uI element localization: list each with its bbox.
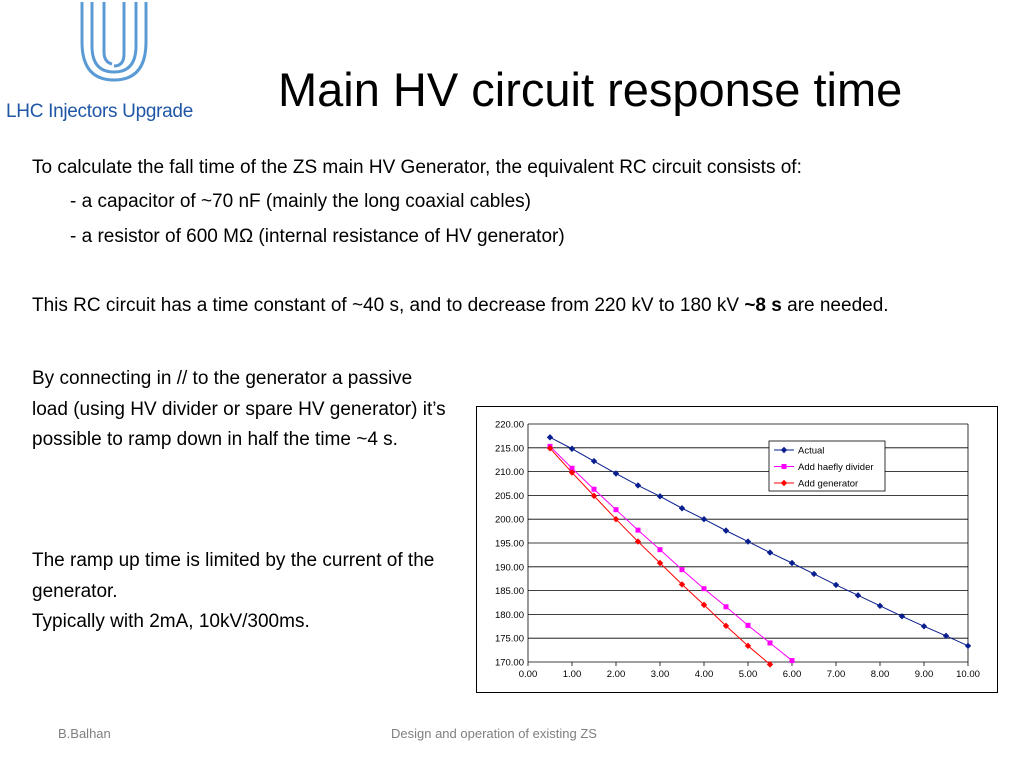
legend-label: Add generator [798, 479, 858, 490]
data-point [789, 658, 795, 664]
voltage-decay-chart: 170.00 175.00 180.00 185.00 190.00 195.00 200.… [476, 406, 998, 693]
data-point [876, 602, 884, 610]
x-tick-label: 2.00 [607, 669, 626, 680]
series-line [549, 447, 771, 665]
data-point [679, 567, 685, 573]
data-point [590, 457, 598, 465]
y-tick-label: 190.00 [495, 562, 524, 573]
data-point [634, 482, 642, 489]
data-point [810, 570, 818, 578]
passive-load-paragraph: By connecting in // to the generator a p… [32, 368, 446, 450]
ramp-up-paragraph: The ramp up time is limited by the curre… [32, 546, 452, 638]
slide-title: Main HV circuit response time [278, 63, 903, 116]
time-constant-text: This RC circuit has a time constant of ~… [32, 295, 745, 316]
y-tick-label: 210.00 [495, 467, 524, 478]
lhc-injectors-upgrade-logo: LHC Injectors Upgrade [6, 2, 226, 127]
logo-text: LHC Injectors Upgrade [6, 101, 193, 122]
data-point [745, 622, 751, 628]
data-point [546, 434, 554, 441]
y-tick-label: 200.00 [495, 515, 524, 526]
data-point [546, 445, 554, 452]
series-line [549, 436, 969, 647]
bullet-capacitor: - a capacitor of ~70 nF (mainly the long… [70, 191, 531, 212]
data-point [942, 632, 950, 640]
lhc-u-logo-icon [80, 2, 148, 82]
series-line [549, 446, 793, 661]
y-tick-label: 195.00 [495, 539, 524, 550]
data-point [722, 527, 730, 534]
data-point [700, 516, 708, 523]
data-point [657, 547, 663, 553]
x-tick-label: 4.00 [695, 669, 714, 680]
chart-svg: 170.00 175.00 180.00 185.00 190.00 195.00 200.… [495, 420, 980, 681]
data-point [568, 445, 576, 452]
x-tick-label: 9.00 [915, 669, 934, 680]
data-point [568, 469, 576, 476]
footer-title: Design and operation of existing ZS [391, 726, 597, 741]
time-constant-paragraph: This RC circuit has a time constant of ~… [32, 292, 992, 319]
ramp-up-line-1: The ramp up time is limited by the curre… [32, 550, 435, 602]
x-tick-label: 5.00 [739, 669, 758, 680]
data-point [569, 465, 575, 471]
x-tick-label: 10.00 [956, 669, 980, 680]
y-tick-label: 170.00 [495, 658, 524, 669]
data-point [964, 642, 972, 650]
data-point [854, 592, 862, 599]
data-point [635, 527, 641, 533]
x-tick-label: 3.00 [651, 669, 670, 680]
data-point [634, 538, 642, 545]
x-tick-label: 6.00 [783, 669, 802, 680]
data-point [590, 492, 598, 500]
data-point [678, 581, 686, 588]
data-point [723, 604, 729, 610]
data-point [920, 623, 928, 630]
data-point [767, 640, 773, 646]
data-point [700, 601, 708, 609]
data-point [701, 586, 707, 592]
data-point [613, 507, 619, 513]
data-point [591, 486, 597, 492]
data-point [656, 493, 664, 500]
x-tick-label: 0.00 [519, 669, 538, 680]
legend-swatch-marker [780, 446, 788, 454]
data-point [612, 470, 620, 477]
y-tick-label: 205.00 [495, 491, 524, 502]
y-tick-label: 185.00 [495, 586, 524, 597]
legend-swatch-marker [780, 479, 788, 487]
ramp-up-line-2: Typically with 2mA, 10kV/300ms. [32, 611, 310, 632]
time-constant-text-end: are needed. [781, 295, 889, 316]
y-tick-label: 220.00 [495, 420, 524, 431]
data-point [766, 661, 774, 668]
data-point [766, 549, 774, 556]
intro-paragraph: To calculate the fall time of the ZS mai… [32, 157, 802, 178]
data-point [656, 559, 664, 567]
x-tick-label: 8.00 [871, 669, 890, 680]
legend-label: Actual [798, 446, 824, 457]
legend-swatch-marker [781, 464, 787, 469]
y-tick-label: 180.00 [495, 610, 524, 621]
footer-author: B.Balhan [58, 726, 111, 741]
x-tick-label: 1.00 [563, 669, 582, 680]
x-tick-label: 7.00 [827, 669, 846, 680]
data-point [722, 622, 730, 630]
data-point [744, 538, 752, 545]
legend-label: Add haefly divider [798, 462, 874, 473]
data-point [898, 613, 906, 620]
data-point [744, 642, 752, 650]
data-point [678, 505, 686, 512]
data-point [832, 581, 840, 589]
fall-time-value: ~8 s [744, 295, 782, 316]
y-tick-label: 215.00 [495, 443, 524, 454]
data-point [788, 559, 796, 567]
data-point [612, 516, 620, 523]
bullet-resistor: - a resistor of 600 MΩ (internal resista… [70, 226, 565, 247]
y-tick-label: 175.00 [495, 634, 524, 645]
